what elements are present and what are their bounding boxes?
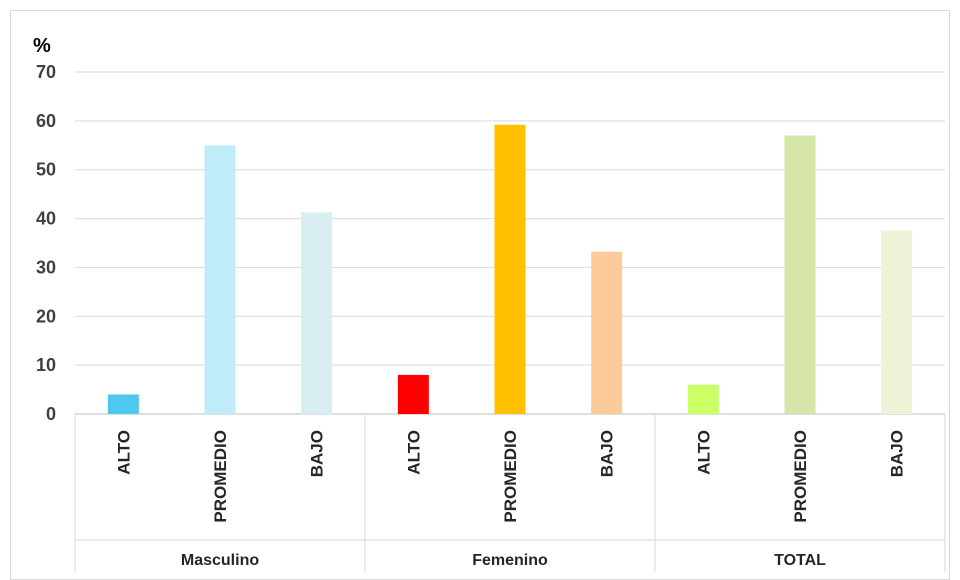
bar-total-alto <box>687 384 719 414</box>
category-label: ALTO <box>114 430 133 475</box>
y-tick-label: 20 <box>36 306 56 326</box>
bar-masculino-promedio <box>204 145 236 415</box>
bar-femenino-promedio <box>494 124 526 414</box>
category-label: BAJO <box>888 430 907 477</box>
category-label: BAJO <box>598 430 617 477</box>
category-label: PROMEDIO <box>211 430 230 523</box>
group-label: Masculino <box>181 552 259 569</box>
bar-total-bajo <box>881 230 913 414</box>
group-label: TOTAL <box>774 552 826 569</box>
category-label: ALTO <box>404 430 423 475</box>
category-label: BAJO <box>308 430 327 477</box>
y-tick-label: 50 <box>36 160 56 180</box>
bar-masculino-bajo <box>301 212 333 414</box>
bar-femenino-bajo <box>591 251 623 414</box>
y-tick-label: 70 <box>36 62 56 82</box>
bar-femenino-alto <box>397 374 429 414</box>
category-label: PROMEDIO <box>501 430 520 523</box>
category-label: ALTO <box>694 430 713 475</box>
bar-total-promedio <box>784 135 816 414</box>
bar-masculino-alto <box>107 394 139 414</box>
group-label: Femenino <box>472 552 548 569</box>
y-tick-label: 40 <box>36 209 56 229</box>
category-label: PROMEDIO <box>791 430 810 523</box>
y-tick-label: 60 <box>36 111 56 131</box>
y-tick-label: 0 <box>46 404 56 424</box>
y-tick-label: 10 <box>36 355 56 375</box>
y-tick-label: 30 <box>36 257 56 277</box>
y-axis-unit-label: % <box>33 35 51 57</box>
